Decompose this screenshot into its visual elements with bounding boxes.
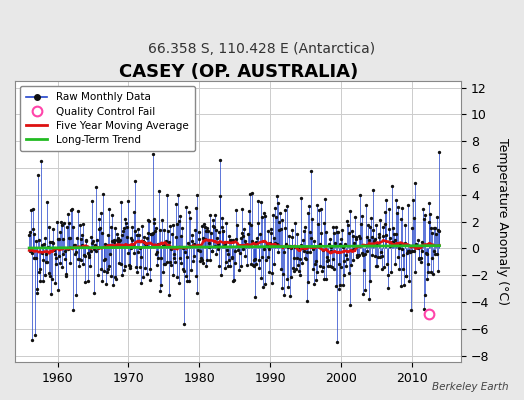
Title: CASEY (OP. AUSTRALIA): CASEY (OP. AUSTRALIA) bbox=[118, 63, 358, 81]
Y-axis label: Temperature Anomaly (°C): Temperature Anomaly (°C) bbox=[496, 138, 509, 305]
Legend: Raw Monthly Data, Quality Control Fail, Five Year Moving Average, Long-Term Tren: Raw Monthly Data, Quality Control Fail, … bbox=[20, 86, 194, 151]
Text: 66.358 S, 110.428 E (Antarctica): 66.358 S, 110.428 E (Antarctica) bbox=[148, 42, 376, 56]
Text: Berkeley Earth: Berkeley Earth bbox=[432, 382, 508, 392]
